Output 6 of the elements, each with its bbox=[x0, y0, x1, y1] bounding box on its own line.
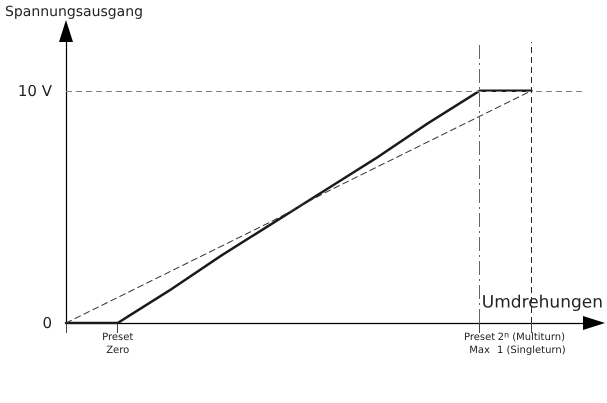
x-tick-label: Preset Max bbox=[464, 332, 496, 356]
x-axis-title: Umdrehungen bbox=[482, 292, 603, 312]
x-tick-label: Preset Zero bbox=[102, 332, 134, 356]
y-tick-label: 10 V bbox=[18, 82, 53, 100]
y-tick-label: 0 bbox=[42, 314, 52, 332]
chart-title: Spannungsausgang bbox=[5, 4, 143, 20]
